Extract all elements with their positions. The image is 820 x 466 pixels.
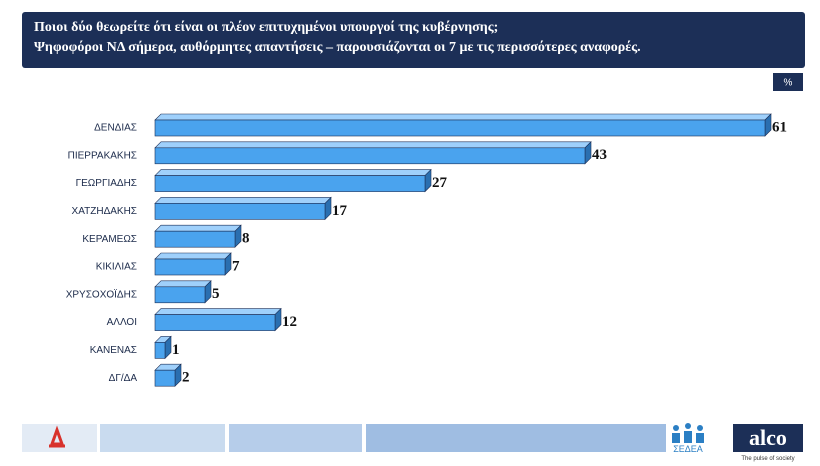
bar-top bbox=[154, 308, 282, 315]
bar bbox=[154, 230, 236, 248]
footer-box bbox=[229, 424, 362, 452]
category-label: ΑΛΛΟΙ bbox=[107, 317, 137, 328]
value-label: 8 bbox=[242, 231, 250, 247]
brand-box bbox=[733, 424, 803, 452]
bar bbox=[154, 203, 326, 220]
category-label: ΓΕΩΡΓΙΑΔΗΣ bbox=[76, 178, 137, 189]
bar bbox=[154, 119, 766, 137]
bar bbox=[154, 342, 166, 359]
partner-logo bbox=[672, 423, 704, 443]
tagline: The pulse of society bbox=[741, 456, 794, 462]
chart-title: Ποιοι δύο θεωρείτε ότι είναι οι πλέον επ… bbox=[34, 20, 498, 35]
value-label: 12 bbox=[282, 314, 297, 330]
value-label: 2 bbox=[182, 370, 190, 386]
category-label: ΧΡΥΣΟΧΟΪΔΗΣ bbox=[66, 288, 137, 300]
bar bbox=[154, 147, 586, 165]
value-label: 1 bbox=[172, 342, 180, 358]
unit-badge bbox=[773, 73, 803, 91]
value-label: 7 bbox=[232, 258, 240, 274]
bar bbox=[154, 286, 206, 304]
category-label: ΚΙΚΙΛΙΑΣ bbox=[96, 262, 137, 273]
footer: ΣΕΔΕΑ alco The pulse of society bbox=[22, 423, 803, 462]
bar bbox=[154, 258, 226, 276]
bar-top bbox=[154, 224, 242, 232]
value-label: 43 bbox=[592, 147, 607, 163]
bar-top bbox=[154, 197, 332, 204]
footer-box bbox=[100, 424, 225, 452]
category-label: ΔΓ/ΔΑ bbox=[109, 373, 138, 384]
bar bbox=[154, 314, 276, 331]
bar bbox=[154, 369, 176, 387]
value-label: 17 bbox=[332, 203, 348, 219]
value-label: 61 bbox=[772, 119, 787, 135]
category-label: ΠΙΕΡΡΑΚΑΚΗΣ bbox=[68, 150, 137, 161]
bar-top bbox=[154, 280, 212, 288]
bar-top bbox=[154, 141, 592, 149]
brand: alco bbox=[749, 425, 787, 450]
partner-name: ΣΕΔΕΑ bbox=[673, 444, 703, 454]
header bbox=[22, 12, 805, 68]
value-label: 5 bbox=[212, 286, 220, 302]
category-label: ΧΑΤΖΗΔΑΚΗΣ bbox=[72, 206, 137, 217]
category-label: ΚΑΝΕΝΑΣ bbox=[90, 345, 137, 356]
chart-subtitle: Ψηφοφόροι ΝΔ σήμερα, αυθόρμητες απαντήσε… bbox=[34, 40, 641, 55]
bar-top bbox=[154, 113, 772, 121]
value-label: 27 bbox=[432, 175, 448, 191]
unit-label: % bbox=[784, 78, 793, 89]
footer-box bbox=[366, 424, 666, 452]
category-label: ΔΕΝΔΙΑΣ bbox=[94, 123, 137, 134]
bar-top bbox=[154, 169, 432, 176]
bar bbox=[154, 175, 426, 192]
category-label: ΚΕΡΑΜΕΩΣ bbox=[82, 234, 137, 245]
bar-top bbox=[154, 252, 232, 260]
logo bbox=[49, 425, 65, 448]
